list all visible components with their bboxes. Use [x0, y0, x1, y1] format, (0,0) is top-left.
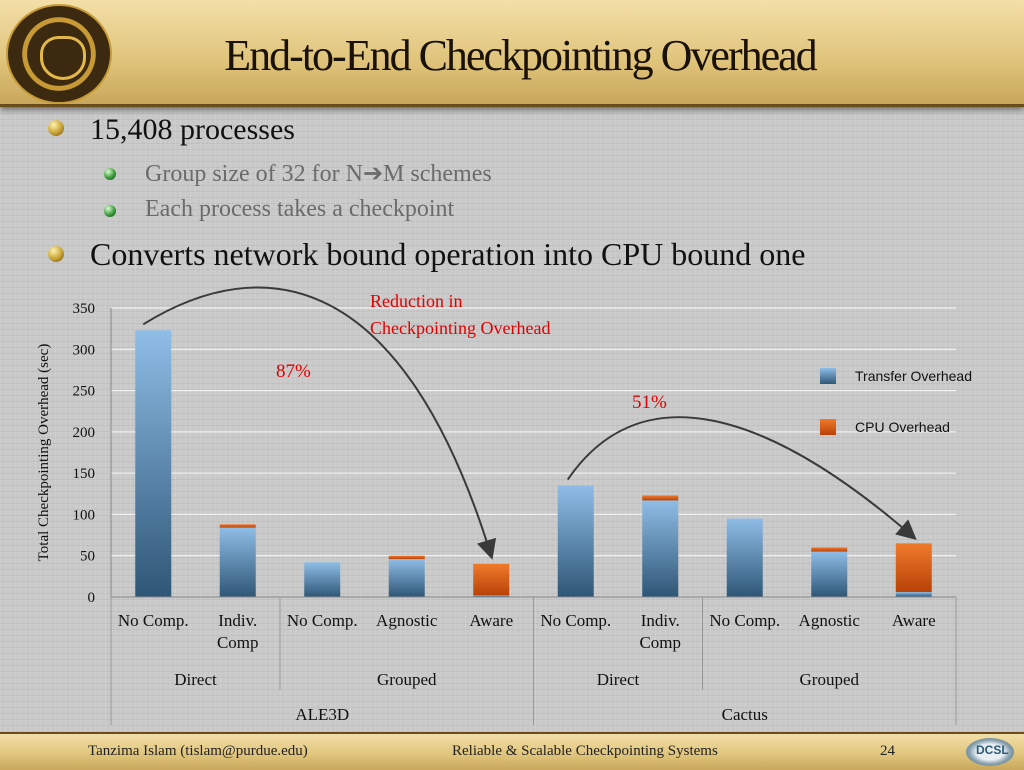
- bar-transfer-overhead: [726, 518, 763, 597]
- bar-cpu-overhead: [811, 547, 848, 552]
- y-tick-label: 150: [73, 466, 96, 482]
- x-tick-label: Aware: [469, 611, 513, 630]
- x-tick-label: Indiv.: [641, 611, 680, 630]
- bar-transfer-overhead: [811, 551, 848, 597]
- title-bar: End-to-End Checkpointing Overhead: [0, 0, 1024, 107]
- bar-transfer-overhead: [557, 485, 594, 597]
- x-tick-label: No Comp.: [118, 611, 189, 630]
- legend-swatch: [820, 419, 836, 435]
- annotation-heading: Checkpointing Overhead: [370, 318, 550, 338]
- group-label: Grouped: [800, 670, 860, 689]
- x-tick-label: No Comp.: [540, 611, 611, 630]
- group-label: Direct: [597, 670, 640, 689]
- y-tick-label: 50: [80, 549, 95, 565]
- sub-bullet-icon: [104, 168, 116, 180]
- bar-transfer-overhead: [642, 500, 679, 597]
- annotation-ale3d-percent: 87%: [276, 361, 311, 382]
- x-tick-label: No Comp.: [287, 611, 358, 630]
- bullet-icon: [48, 246, 64, 262]
- page-number: 24: [880, 743, 895, 759]
- y-tick-label: 0: [88, 590, 96, 606]
- x-tick-label: Agnostic: [376, 611, 438, 630]
- bar-transfer-overhead: [895, 592, 932, 597]
- y-tick-label: 300: [73, 342, 96, 358]
- x-tick-label: Indiv.: [218, 611, 257, 630]
- bar-cpu-overhead: [388, 555, 425, 560]
- y-tick-label: 250: [73, 384, 96, 400]
- bullet-1: 15,408 processes: [90, 113, 295, 146]
- x-tick-label: Agnostic: [799, 611, 861, 630]
- bar-transfer-overhead: [135, 330, 172, 597]
- footer-author: Tanzima Islam (tislam@purdue.edu): [88, 743, 308, 759]
- stacked-bar-chart: 350 300 250 200 150 100 50 0 Total Checkpointing…: [36, 286, 972, 725]
- x-tick-label: No Comp.: [709, 611, 780, 630]
- annotation-heading: Reduction in: [370, 291, 463, 311]
- y-tick-label: 350: [73, 301, 96, 317]
- application-label: ALE3D: [295, 705, 349, 724]
- footer-title: Reliable & Scalable Checkpointing System…: [452, 743, 718, 759]
- group-label: Grouped: [377, 670, 437, 689]
- bar-cpu-overhead: [895, 543, 932, 593]
- group-label: Direct: [174, 670, 217, 689]
- sub-bullet-2: Each process takes a checkpoint: [145, 196, 455, 222]
- x-tick-label: Aware: [892, 611, 936, 630]
- bar-transfer-overhead: [473, 595, 510, 597]
- sub-bullet-icon: [104, 205, 116, 217]
- application-label: Cactus: [722, 705, 768, 724]
- legend-label: CPU Overhead: [855, 419, 950, 435]
- slide-title: End-to-End Checkpointing Overhead: [224, 31, 817, 80]
- bar-cpu-overhead: [473, 563, 510, 596]
- bar-cpu-overhead: [642, 495, 679, 501]
- bar-transfer-overhead: [388, 559, 425, 597]
- x-tick-label: Comp: [639, 633, 681, 652]
- footer-bar: Tanzima Islam (tislam@purdue.edu) Reliab…: [0, 732, 1024, 770]
- y-axis-label: Total Checkpointing Overhead (sec): [36, 344, 52, 562]
- purdue-logo: [6, 4, 112, 104]
- y-tick-label: 100: [73, 507, 96, 523]
- x-tick-label: Comp: [217, 633, 259, 652]
- bullet-icon: [48, 120, 64, 136]
- shield-icon: [40, 36, 86, 80]
- bar-transfer-overhead: [219, 527, 256, 597]
- bar-transfer-overhead: [304, 562, 341, 597]
- dcsl-logo: DCSL: [966, 738, 1014, 766]
- reduction-arrow-cactus: [566, 416, 917, 540]
- reduction-arrow-ale3d: [142, 286, 497, 560]
- annotation-cactus-percent: 51%: [632, 392, 667, 413]
- y-tick-label: 200: [73, 425, 96, 441]
- bar-cpu-overhead: [219, 524, 256, 528]
- sub-bullet-1: Group size of 32 for N➔M schemes: [145, 161, 492, 187]
- legend-swatch: [820, 368, 836, 384]
- legend-label: Transfer Overhead: [855, 368, 972, 384]
- bullet-2: Converts network bound operation into CP…: [90, 236, 806, 272]
